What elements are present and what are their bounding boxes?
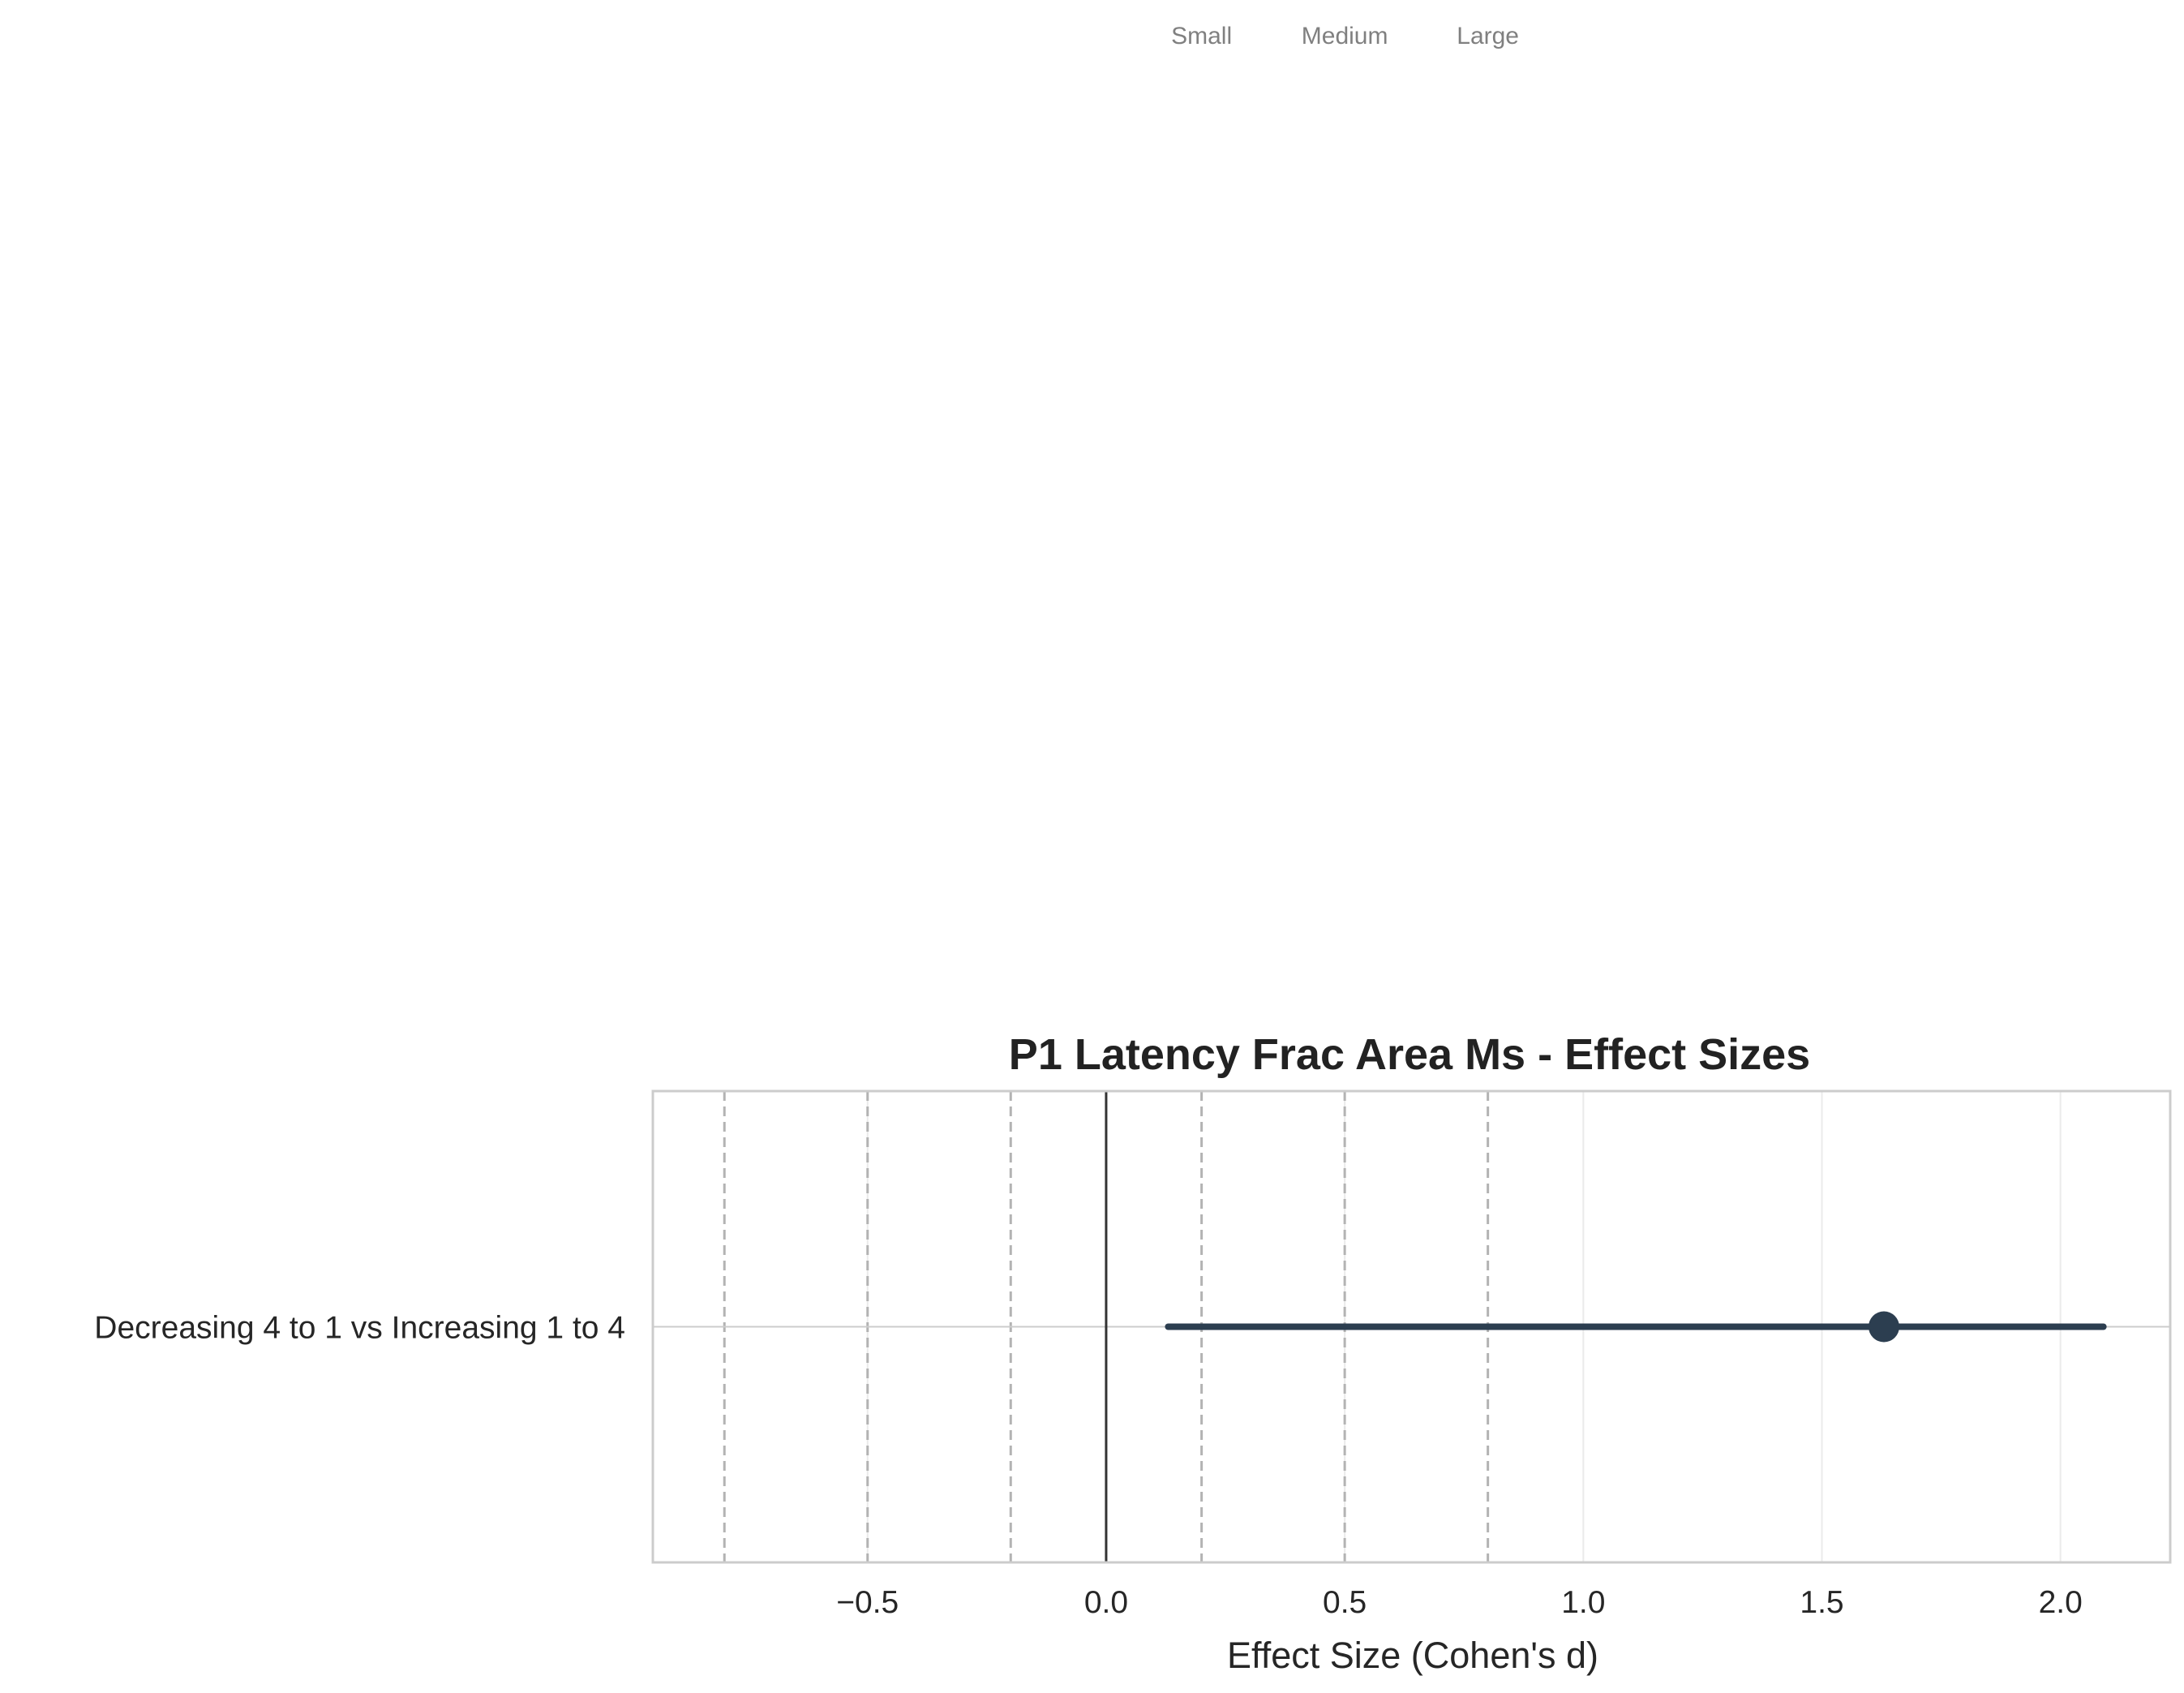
x-tick-label-2: 0.5 <box>1323 1585 1367 1620</box>
threshold-annotation-large: Large <box>1457 23 1519 49</box>
y-category-labels: Decreasing 4 to 1 vs Increasing 1 to 4 <box>94 1311 625 1346</box>
x-tick-label-4: 1.5 <box>1800 1585 1843 1620</box>
x-tick-labels: −0.5 0.0 0.5 1.0 1.5 2.0 <box>836 1585 2083 1620</box>
threshold-annotations: Small Medium Large <box>1171 23 1519 49</box>
chart-title: P1 Latency Frac Area Ms - Effect Sizes <box>1009 1030 1810 1079</box>
x-tick-label-5: 2.0 <box>2039 1585 2083 1620</box>
threshold-annotation-small: Small <box>1171 23 1232 49</box>
threshold-annotation-medium: Medium <box>1302 23 1388 49</box>
x-tick-label-0: −0.5 <box>836 1585 899 1620</box>
point-estimate-0 <box>1868 1311 1899 1343</box>
x-axis-label: Effect Size (Cohen's d) <box>1227 1635 1598 1676</box>
x-tick-label-3: 1.0 <box>1561 1585 1605 1620</box>
effect-marks <box>1165 1311 2107 1343</box>
x-tick-label-1: 0.0 <box>1084 1585 1128 1620</box>
category-label-0: Decreasing 4 to 1 vs Increasing 1 to 4 <box>94 1311 625 1346</box>
plot-frame <box>651 1089 2172 1564</box>
